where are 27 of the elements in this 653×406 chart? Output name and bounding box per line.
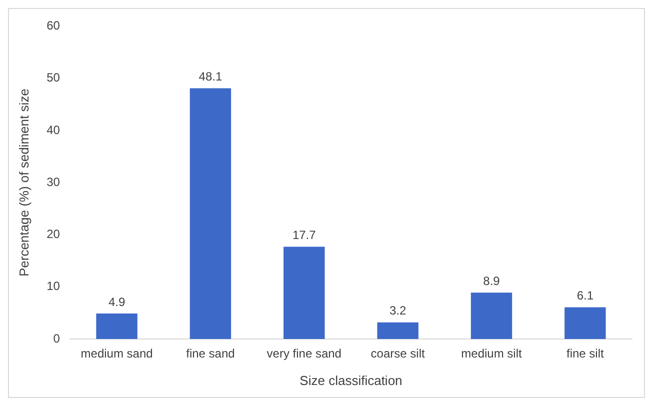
data-label: 8.9 <box>483 274 500 288</box>
y-tick-label: 60 <box>46 18 60 33</box>
y-tick-label: 50 <box>46 70 60 85</box>
x-tick-label: medium silt <box>461 346 522 361</box>
y-tick-label: 20 <box>46 227 60 242</box>
data-label: 4.9 <box>108 294 126 309</box>
bar <box>284 246 325 339</box>
x-tick-label: coarse silt <box>370 346 426 361</box>
bar <box>377 322 418 339</box>
x-axis-title: Size classification <box>300 372 402 388</box>
y-tick-label: 0 <box>53 331 60 346</box>
y-axis-title: Percentage (%) of sediment size <box>16 88 32 277</box>
bar <box>564 307 606 339</box>
bar <box>96 313 138 339</box>
bar <box>470 292 512 339</box>
x-tick-label: very fine sand <box>266 346 342 361</box>
data-label: 48.1 <box>198 70 222 84</box>
data-label: 6.1 <box>576 288 594 303</box>
x-tick-label: medium sand <box>80 346 153 361</box>
data-label: 17.7 <box>292 228 316 242</box>
y-tick-label: 30 <box>46 174 60 189</box>
y-tick-label: 10 <box>46 279 60 294</box>
x-tick-label: fine sand <box>186 346 235 361</box>
bar <box>190 88 232 339</box>
x-tick-label: fine silt <box>566 346 604 361</box>
data-label: 3.2 <box>389 304 406 318</box>
y-tick-label: 40 <box>46 122 60 137</box>
